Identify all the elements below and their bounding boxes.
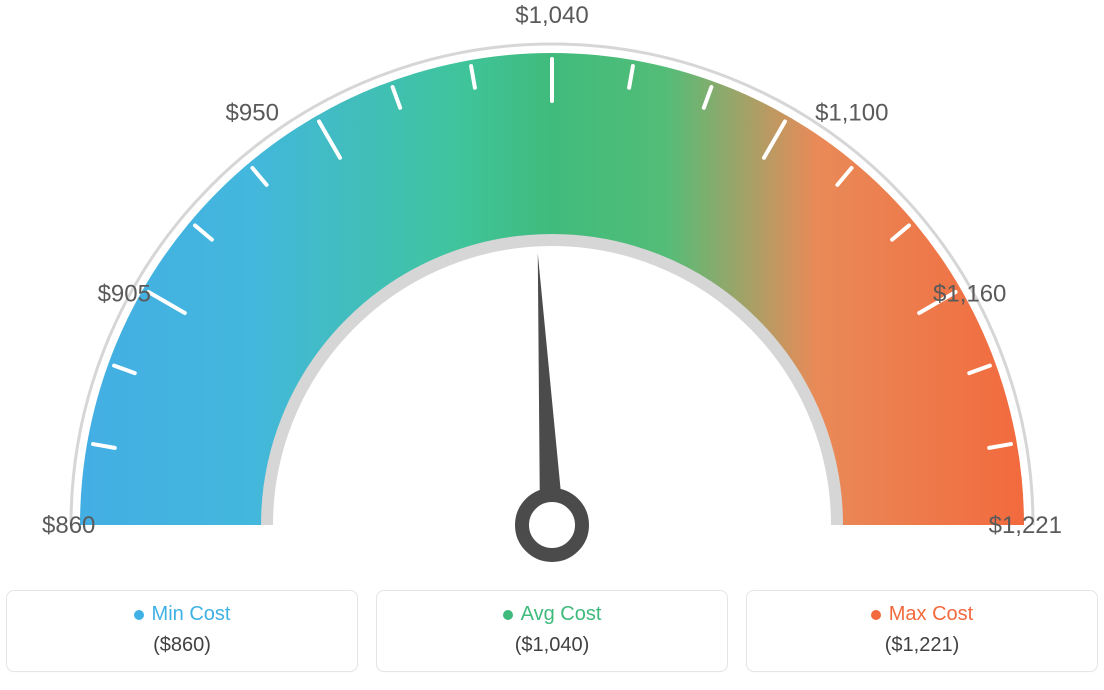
legend-title-max-text: Max Cost — [889, 603, 973, 626]
legend-dot-avg — [503, 610, 513, 620]
svg-text:$1,040: $1,040 — [515, 2, 588, 29]
legend-dot-max — [871, 610, 881, 620]
svg-text:$860: $860 — [42, 512, 95, 539]
legend-title-min: Min Cost — [134, 603, 231, 626]
legend-title-min-text: Min Cost — [152, 603, 231, 626]
legend-card-min: Min Cost ($860) — [6, 590, 358, 672]
svg-text:$1,160: $1,160 — [933, 280, 1006, 307]
legend-value-avg: ($1,040) — [387, 634, 717, 657]
svg-text:$950: $950 — [226, 99, 279, 126]
legend-dot-min — [134, 610, 144, 620]
gauge-svg: $860 $905 $950 $1,040 $1,100 $1,160 $1,221 — [0, 0, 1104, 690]
legend-row: Min Cost ($860) Avg Cost ($1,040) Max Co… — [0, 590, 1104, 672]
svg-text:$905: $905 — [98, 280, 151, 307]
legend-title-avg-text: Avg Cost — [521, 603, 602, 626]
svg-text:$1,221: $1,221 — [989, 512, 1062, 539]
legend-value-min: ($860) — [17, 634, 347, 657]
cost-gauge-chart: $860 $905 $950 $1,040 $1,100 $1,160 $1,221 Min… — [0, 0, 1104, 690]
legend-card-avg: Avg Cost ($1,040) — [376, 590, 728, 672]
svg-text:$1,100: $1,100 — [815, 99, 888, 126]
legend-title-max: Max Cost — [871, 603, 973, 626]
legend-card-max: Max Cost ($1,221) — [746, 590, 1098, 672]
legend-value-max: ($1,221) — [757, 634, 1087, 657]
legend-title-avg: Avg Cost — [503, 603, 602, 626]
